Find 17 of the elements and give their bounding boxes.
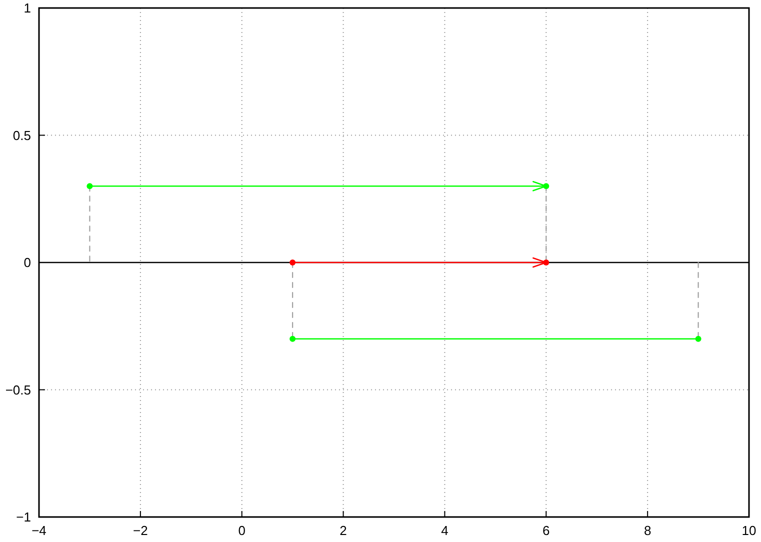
- y-tick-label: −0.5: [5, 382, 31, 398]
- x-tick-label: 10: [742, 523, 756, 538]
- point: [290, 336, 296, 342]
- y-tick-label: −1: [16, 510, 31, 525]
- x-tick-label: 8: [644, 523, 652, 538]
- x-tick-label: −2: [133, 523, 148, 538]
- x-tick-label: 6: [542, 523, 550, 538]
- x-tick-label: −4: [32, 523, 46, 538]
- point: [695, 336, 702, 342]
- point: [290, 260, 296, 266]
- x-tick-label: 2: [340, 523, 347, 538]
- y-tick-label: 1: [24, 0, 31, 16]
- x-tick-label: 4: [441, 523, 448, 538]
- x-tick-label: 0: [238, 523, 246, 538]
- y-tick-label: 0: [24, 255, 31, 270]
- y-tick-label: 0.5: [12, 128, 31, 143]
- point: [86, 183, 93, 190]
